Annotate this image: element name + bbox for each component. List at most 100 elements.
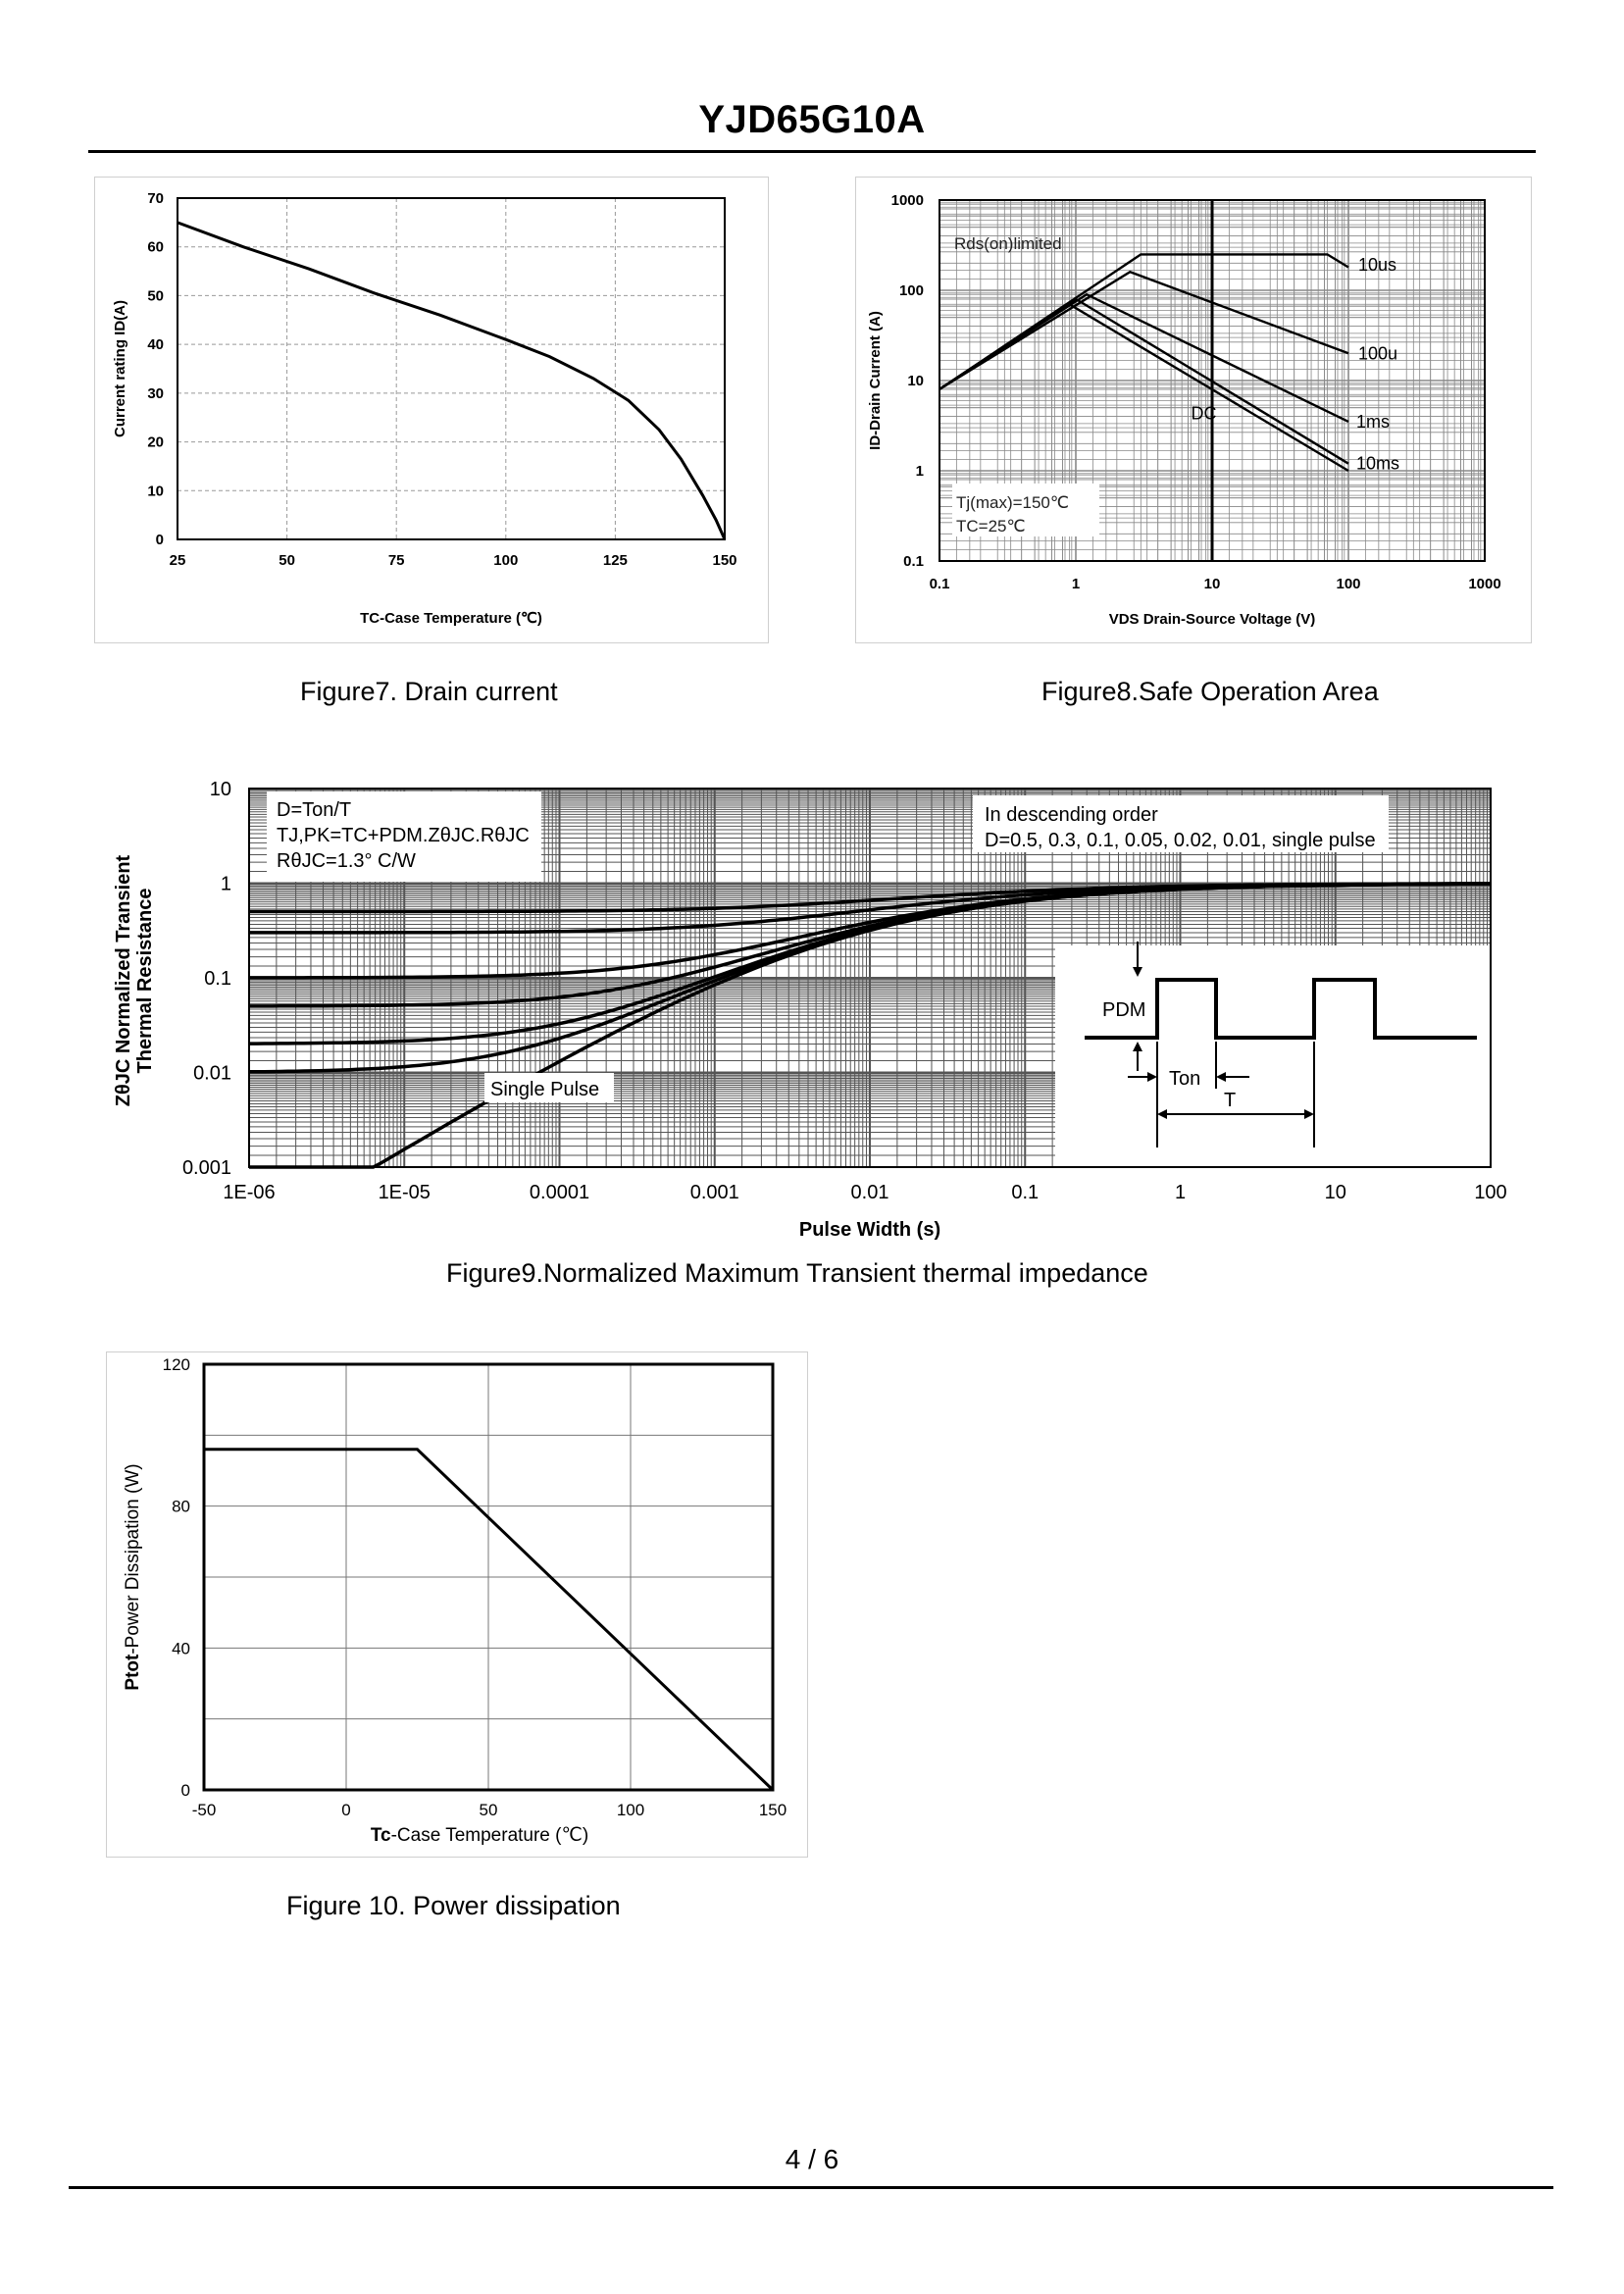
fig9-y-label-line2: Thermal Resistance xyxy=(134,889,156,1074)
fig8-panel: 0.1 1 10 100 1000 0.1 1 10 100 1000 10us 100u 1ms 10… xyxy=(855,177,1532,643)
fig8-ytick-label: 100 xyxy=(899,282,924,299)
fig8-ytick-label: 0.1 xyxy=(903,553,924,570)
fig8-ytick-label: 10 xyxy=(907,373,924,389)
fig9-xtick-label: 1 xyxy=(1175,1182,1186,1203)
fig10-xtick-label: 0 xyxy=(341,1801,350,1819)
fig9-ytick-label: 10 xyxy=(210,779,231,800)
fig8-xtick-label: 0.1 xyxy=(930,576,950,592)
fig9-single-pulse-label: Single Pulse xyxy=(490,1079,599,1100)
fig8-label-100u: 100u xyxy=(1358,343,1397,363)
fig10-xtick-label: 150 xyxy=(759,1801,787,1819)
fig8-caption: Figure8.Safe Operation Area xyxy=(1041,677,1379,706)
fig8-chart: 0.1 1 10 100 1000 0.1 1 10 100 1000 10us 100u 1ms 10… xyxy=(867,192,1501,628)
fig8-label-DC: DC xyxy=(1191,404,1216,424)
fig10-ytick-label: 80 xyxy=(172,1498,190,1516)
header-rule xyxy=(88,150,1536,153)
fig8-ytick-label: 1 xyxy=(916,463,924,480)
fig7-ytick-label: 60 xyxy=(147,239,164,256)
fig10-ytick-label: 40 xyxy=(172,1639,190,1657)
fig9-ton-label: Ton xyxy=(1169,1068,1200,1090)
fig9-legend-right-line1: In descending order xyxy=(985,804,1158,826)
fig9-pulse-inset: PDM Ton T xyxy=(1055,942,1490,1166)
fig9-legend-left-line2: TJ,PK=TC+PDM.ZθJC.RθJC xyxy=(277,825,530,846)
fig10-y-label-bold: Ptot xyxy=(123,1654,143,1691)
fig9-legend-left-line3: RθJC=1.3° C/W xyxy=(277,850,416,872)
fig7-ytick-label: 0 xyxy=(156,532,164,548)
fig7-ytick-label: 40 xyxy=(147,336,164,353)
fig9-chart: 1E-06 1E-05 0.0001 0.001 0.01 0.1 1 10 100 0.001 0… xyxy=(113,779,1507,1241)
fig9-legend-right xyxy=(973,795,1389,852)
fig9-x-label: Pulse Width (s) xyxy=(799,1219,940,1241)
fig7-ytick-label: 30 xyxy=(147,385,164,402)
fig7-ytick-label: 50 xyxy=(147,287,164,304)
fig9-legend-right-line2: D=0.5, 0.3, 0.1, 0.05, 0.02, 0.01, singl… xyxy=(985,830,1376,851)
fig8-xtick-label: 1 xyxy=(1072,576,1080,592)
fig8-label-10ms: 10ms xyxy=(1356,454,1399,474)
fig9-xtick-label: 0.001 xyxy=(690,1182,739,1203)
fig10-panel: 0 40 80 120 -50 0 50 100 150 Tc-Case Temperature… xyxy=(106,1351,808,1858)
fig7-xtick-label: 100 xyxy=(493,552,518,569)
fig8-series-1ms xyxy=(939,292,1349,423)
fig8-x-label: VDS Drain-Source Voltage (V) xyxy=(1109,611,1316,628)
fig9-legend-left xyxy=(267,791,541,882)
fig7-xtick-label: 75 xyxy=(388,552,405,569)
fig10-y-label-rest: -Power Dissipation (W) xyxy=(123,1463,143,1654)
fig9-series-single-pulse xyxy=(249,882,1492,1169)
fig8-ytick-label: 1000 xyxy=(891,192,924,209)
fig10-xtick-label: 50 xyxy=(480,1801,498,1819)
fig7-xtick-label: 150 xyxy=(712,552,736,569)
fig9-xtick-label: 100 xyxy=(1474,1182,1506,1203)
fig9-xtick-label: 10 xyxy=(1325,1182,1346,1203)
fig9-single-pulse-box xyxy=(484,1073,614,1102)
page-number: 4 / 6 xyxy=(785,2144,839,2174)
fig10-series-line xyxy=(204,1448,775,1792)
fig10-plot-frame xyxy=(202,1362,775,1792)
fig7-chart: 0 10 20 30 40 50 60 70 25 50 75 100 125 150 TC-Case T… xyxy=(112,190,737,627)
fig9-ytick-label: 0.1 xyxy=(204,968,231,990)
fig7-plot-frame xyxy=(177,197,726,540)
fig9-panel: 1E-06 1E-05 0.0001 0.001 0.01 0.1 1 10 100 0.001 0… xyxy=(108,765,1530,1255)
footer-rule xyxy=(69,2186,1553,2189)
fig8-xtick-label: 100 xyxy=(1336,576,1360,592)
fig7-xtick-label: 50 xyxy=(279,552,295,569)
fig9-xtick-label: 1E-05 xyxy=(379,1182,431,1203)
fig9-xtick-label: 1E-06 xyxy=(223,1182,275,1203)
fig9-ytick-label: 1 xyxy=(221,874,231,895)
fig7-xtick-label: 125 xyxy=(603,552,628,569)
fig8-note-box xyxy=(952,484,1099,536)
fig7-caption: Figure7. Drain current xyxy=(300,677,558,706)
fig7-series-line xyxy=(177,221,727,540)
fig7-ytick-label: 10 xyxy=(147,483,164,499)
fig10-xtick-label: -50 xyxy=(192,1801,217,1819)
fig9-xtick-label: 0.0001 xyxy=(530,1182,589,1203)
fig8-label-1ms: 1ms xyxy=(1356,412,1390,432)
fig7-ytick-label: 20 xyxy=(147,434,164,451)
fig8-series-100u xyxy=(939,270,1349,390)
fig8-rds-label: Rds(on)limited xyxy=(954,234,1062,253)
fig9-pdm-label: PDM xyxy=(1102,999,1145,1021)
fig9-legend-left-line1: D=Ton/T xyxy=(277,799,351,821)
fig10-xtick-label: 100 xyxy=(617,1801,644,1819)
fig10-y-label: Ptot-Power Dissipation (W) xyxy=(123,1463,143,1690)
fig7-x-label: TC-Case Temperature (℃) xyxy=(360,610,542,627)
fig8-y-label: ID-Drain Current (A) xyxy=(867,311,884,450)
fig8-tj-label: Tj(max)=150℃ xyxy=(956,493,1069,512)
fig7-ytick-label: 70 xyxy=(147,190,164,207)
fig10-caption: Figure 10. Power dissipation xyxy=(286,1891,621,1920)
fig7-y-label: Current rating ID(A) xyxy=(112,300,128,437)
fig10-x-label: Tc-Case Temperature (℃) xyxy=(371,1825,588,1846)
fig10-x-label-bold: Tc xyxy=(371,1825,391,1846)
fig10-ytick-label: 120 xyxy=(163,1355,190,1374)
fig10-ytick-label: 0 xyxy=(181,1781,190,1800)
fig9-ytick-label: 0.001 xyxy=(182,1157,231,1179)
fig9-xtick-label: 0.1 xyxy=(1011,1182,1039,1203)
fig7-panel: 0 10 20 30 40 50 60 70 25 50 75 100 125 150 TC-Case T… xyxy=(94,177,769,643)
fig8-series-DC xyxy=(939,302,1349,473)
fig9-ytick-label: 0.01 xyxy=(193,1063,231,1085)
fig9-y-label-line1: ZθJC Normalized Transient xyxy=(113,854,134,1106)
fig9-caption: Figure9.Normalized Maximum Transient the… xyxy=(446,1258,1148,1288)
fig9-xtick-label: 0.01 xyxy=(851,1182,889,1203)
fig8-tc-label: TC=25℃ xyxy=(956,517,1026,535)
document-title: YJD65G10A xyxy=(698,98,926,141)
